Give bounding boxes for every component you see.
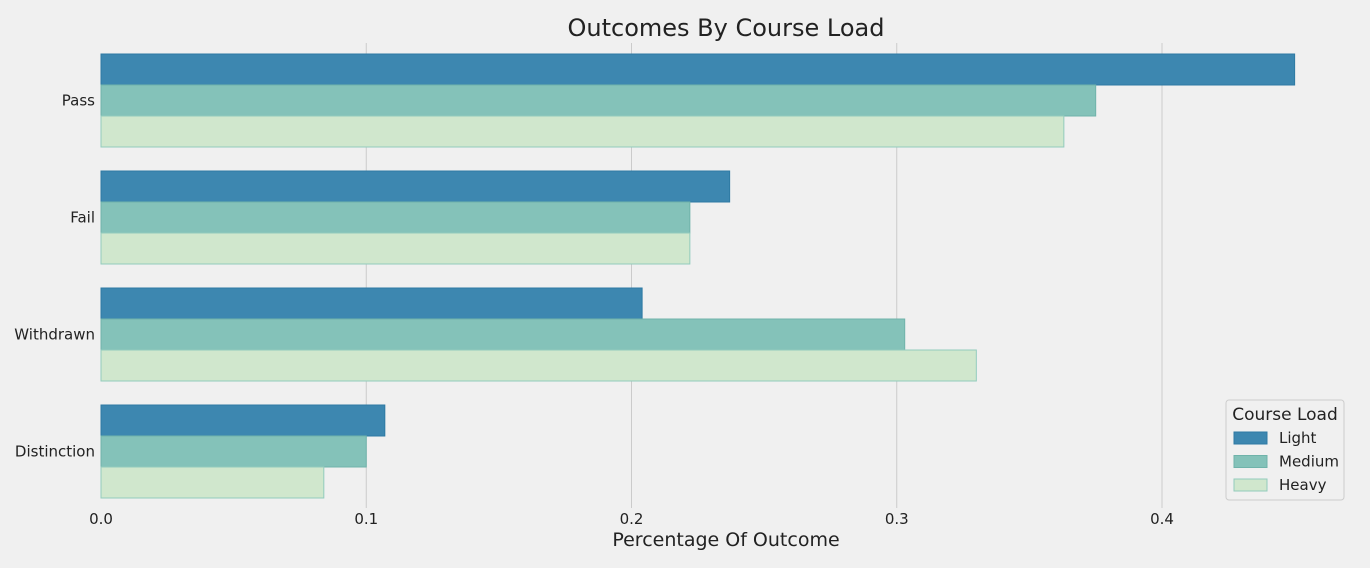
legend-frame [1225,399,1345,501]
bar-medium-withdrawn [100,318,906,351]
legend-label-medium: Medium [1279,453,1339,471]
y-tick-labels: Pass Fail Withdrawn Distinction [14,92,95,461]
x-tick-label: 0.1 [354,510,378,528]
legend-items: Light Medium Heavy [1233,429,1339,494]
legend-swatch-heavy [1233,478,1268,492]
y-tick-label: Pass [62,92,95,110]
x-tick-label: 0.2 [620,510,644,528]
x-tick-label: 0.0 [89,510,113,528]
bar-heavy-distinction [100,466,325,499]
bar-light-distinction [100,404,386,437]
bar-medium-pass [100,84,1097,117]
legend-swatch-medium [1233,455,1268,468]
bar-heavy-fail [100,232,691,265]
bar-light-pass [100,53,1296,86]
bar-light-fail [100,170,731,203]
legend-swatch-light [1233,431,1268,445]
y-tick-label: Withdrawn [14,326,95,344]
legend-title: Course Load [1232,405,1338,425]
y-tick-label: Distinction [15,443,95,461]
bar-medium-distinction [100,435,367,468]
x-tick-label: 0.4 [1150,510,1174,528]
y-tick-label: Fail [70,209,95,227]
legend-label-light: Light [1279,429,1317,447]
chart-title: Outcomes By Course Load [568,14,885,42]
bar-medium-fail [100,201,691,234]
x-tick-label: 0.3 [885,510,909,528]
bar-heavy-pass [100,115,1065,148]
legend: Course Load Light Medium Heavy [1225,399,1345,501]
x-tick-labels: 0.0 0.1 0.2 0.3 0.4 [89,510,1174,528]
legend-label-heavy: Heavy [1279,476,1327,494]
bars [100,53,1296,499]
bar-light-withdrawn [100,287,643,320]
bar-heavy-withdrawn [100,349,977,382]
x-axis-label: Percentage Of Outcome [612,529,839,551]
